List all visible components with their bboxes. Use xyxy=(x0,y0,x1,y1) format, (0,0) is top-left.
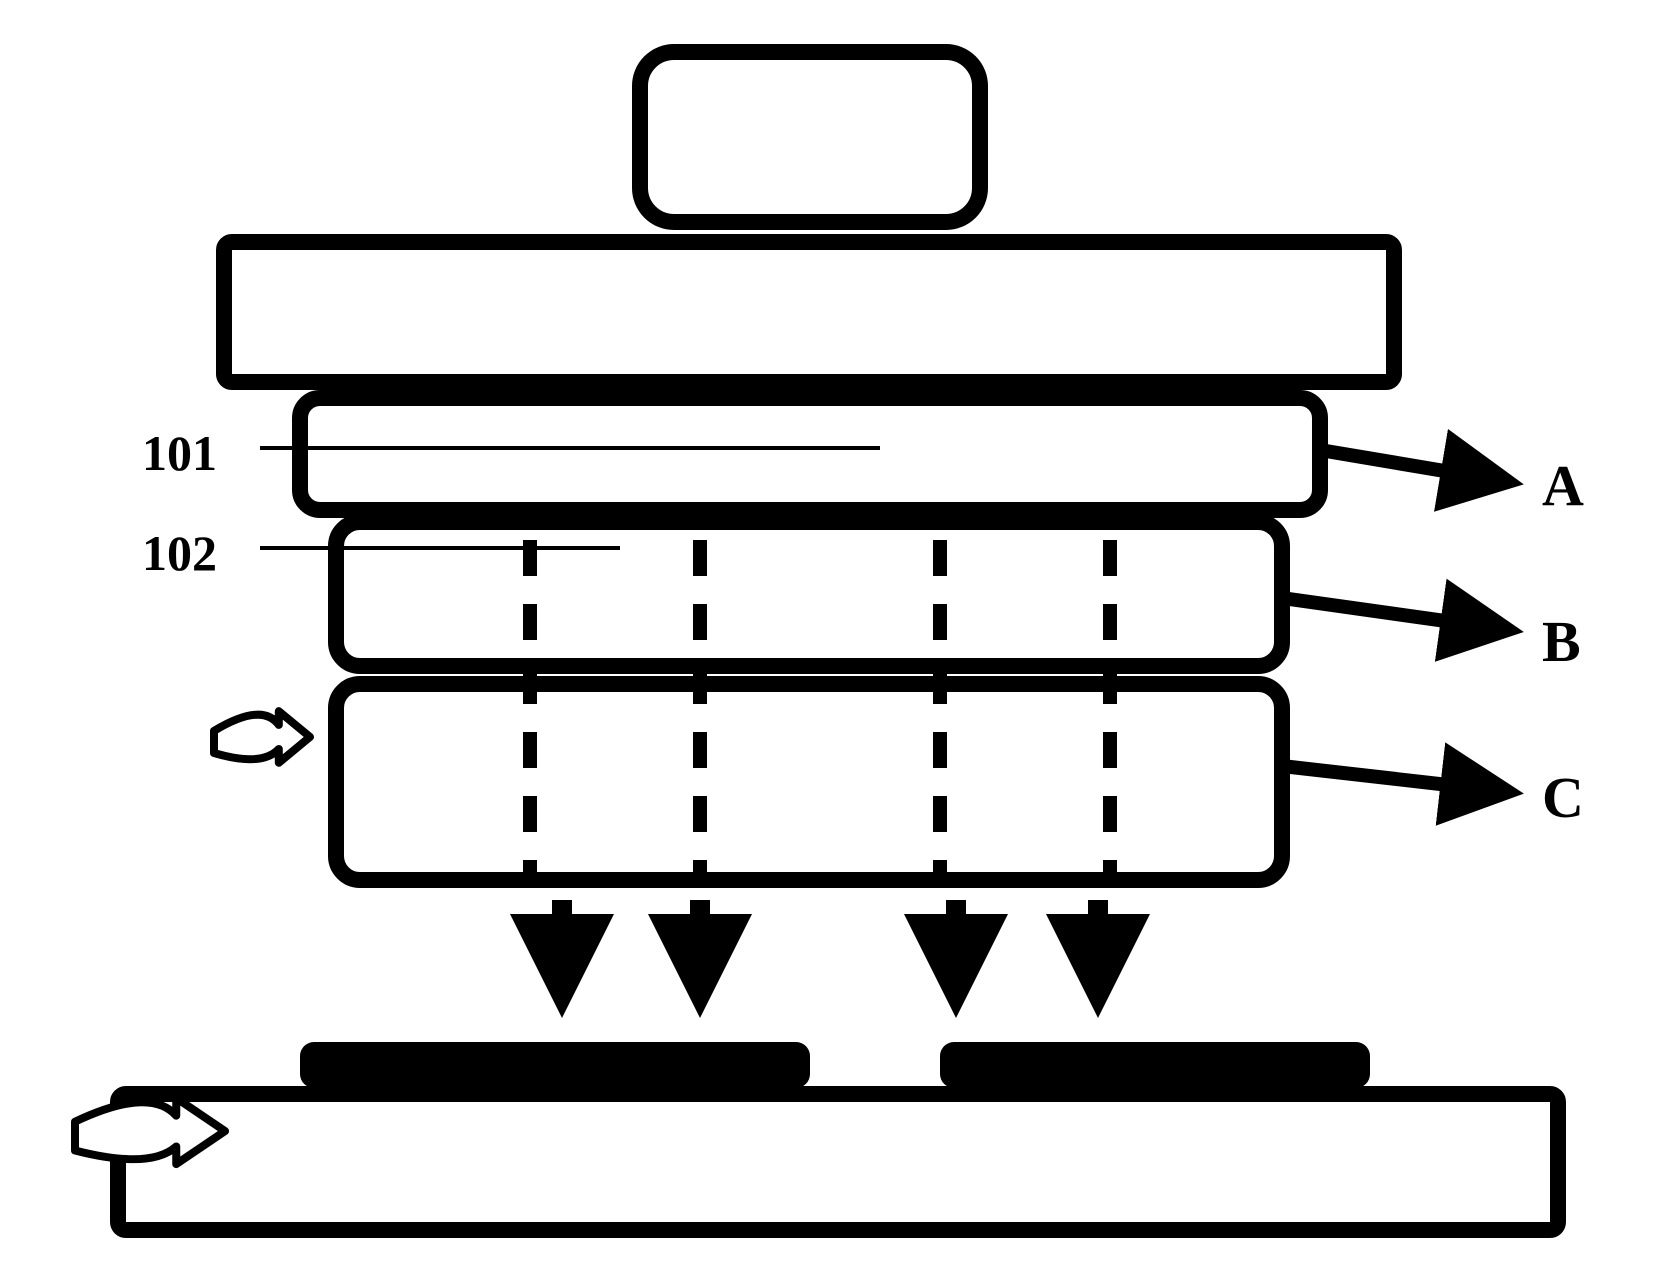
motor xyxy=(640,52,980,222)
top-plate xyxy=(224,242,1394,382)
diagram-stage: 101 102 A B C xyxy=(0,0,1679,1265)
ref-number-102: 102 xyxy=(142,524,217,582)
diagram-svg xyxy=(0,0,1679,1265)
layer-C-rect xyxy=(336,684,1282,880)
layer-A-rect xyxy=(300,398,1320,510)
part-label-A: A xyxy=(1542,452,1584,519)
rotation-arrow-top xyxy=(214,711,310,763)
wafer-left xyxy=(300,1042,810,1088)
ref-number-101: 101 xyxy=(142,424,217,482)
base-plate xyxy=(118,1094,1558,1230)
wafer-right xyxy=(940,1042,1370,1088)
down-arrows xyxy=(562,900,1098,992)
part-label-C: C xyxy=(1542,764,1584,831)
part-label-B: B xyxy=(1542,608,1581,675)
layer-B-rect xyxy=(336,522,1282,666)
